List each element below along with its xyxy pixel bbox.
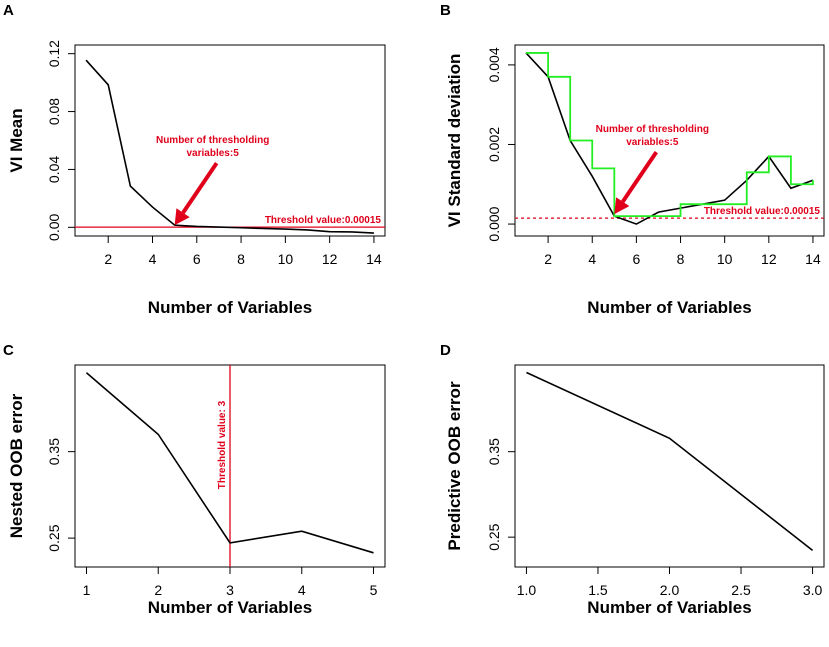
x-tick-label: 10 [278, 251, 294, 267]
x-axis-title: Number of Variables [587, 298, 751, 317]
panel-b: B 2 4 6 8 10 12 14 0.000 0.002 0.004 Number of Vari… [440, 2, 825, 317]
annotation-arrow-head [174, 208, 190, 226]
series-line [85, 59, 374, 234]
x-tick-label: 3.0 [803, 582, 823, 598]
y-tick-label: 0.002 [486, 127, 502, 162]
threshold-label: Threshold value: 3 [217, 400, 228, 489]
x-tick-label: 4 [149, 251, 157, 267]
panel-letter: C [3, 342, 14, 359]
plot-frame [74, 44, 386, 237]
y-tick-label: 0.25 [486, 523, 502, 550]
series-line [525, 52, 814, 225]
x-tick-label: 2.5 [731, 582, 751, 598]
x-tick-label: 2 [154, 582, 162, 598]
x-tick-label: 6 [632, 251, 640, 267]
x-tick-label: 6 [193, 251, 201, 267]
x-tick-label: 12 [322, 251, 338, 267]
x-tick-label: 14 [366, 251, 382, 267]
x-tick-label: 1.0 [517, 582, 537, 598]
x-tick-label: 8 [237, 251, 245, 267]
x-tick-label: 4 [298, 582, 306, 598]
y-tick-label: 0.08 [46, 98, 62, 125]
annotation-text: variables:5 [187, 148, 240, 159]
y-axis-title: VI Mean [7, 108, 26, 172]
x-tick-label: 2 [544, 251, 552, 267]
threshold-label: Threshold value:0.00015 [704, 206, 821, 217]
x-tick-label: 5 [370, 582, 378, 598]
panel-d: D 1.0 1.5 2.0 2.5 3.0 0.25 0.35 Number of Variab… [440, 342, 825, 617]
annotation-arrow-shaft [181, 162, 219, 214]
y-axis-title: VI Standard deviation [445, 54, 464, 228]
y-tick-label: 0.00 [46, 213, 62, 240]
x-tick-label: 2 [104, 251, 112, 267]
x-axis-title: Number of Variables [148, 298, 312, 317]
x-tick-label: 12 [761, 251, 777, 267]
x-tick-label: 10 [717, 251, 733, 267]
panel-c: C 1 2 3 4 5 0.25 0.35 Number of Variables Nested … [3, 342, 386, 617]
annotation-arrow-shaft [621, 150, 658, 203]
y-tick-label: 0.35 [46, 438, 62, 465]
y-tick-label: 0.000 [486, 206, 502, 241]
annotation-arrow-head [614, 197, 630, 215]
series-line [526, 371, 814, 552]
panel-letter: B [440, 2, 451, 19]
x-axis-title: Number of Variables [148, 598, 312, 617]
annotation-text: Number of thresholding [156, 135, 269, 146]
x-tick-label: 3 [226, 582, 234, 598]
annotation-text: Number of thresholding [596, 124, 709, 135]
panel-letter: D [440, 342, 451, 359]
y-axis-title: Nested OOB error [7, 393, 26, 538]
x-tick-label: 2.0 [660, 582, 680, 598]
series-line [85, 372, 374, 554]
x-tick-label: 1 [83, 582, 91, 598]
panel-a: A 2 4 6 8 10 12 14 0.00 0.04 0.08 0.12 Number of Var… [3, 2, 386, 317]
y-tick-label: 0.004 [486, 47, 502, 82]
x-axis-title: Number of Variables [587, 598, 751, 617]
y-tick-label: 0.12 [46, 40, 62, 67]
y-tick-label: 0.25 [46, 524, 62, 551]
y-tick-label: 0.04 [46, 156, 62, 183]
y-tick-label: 0.35 [486, 438, 502, 465]
x-tick-label: 14 [805, 251, 821, 267]
step-series-line [526, 52, 814, 218]
x-tick-label: 4 [588, 251, 596, 267]
x-tick-label: 1.5 [588, 582, 608, 598]
annotation-text: variables:5 [626, 137, 679, 148]
y-axis-title: Predictive OOB error [445, 381, 464, 551]
plot-frame [514, 364, 825, 568]
x-tick-label: 8 [677, 251, 685, 267]
threshold-label: Threshold value:0.00015 [265, 215, 382, 226]
panel-letter: A [3, 2, 14, 19]
plot-frame [514, 44, 825, 237]
